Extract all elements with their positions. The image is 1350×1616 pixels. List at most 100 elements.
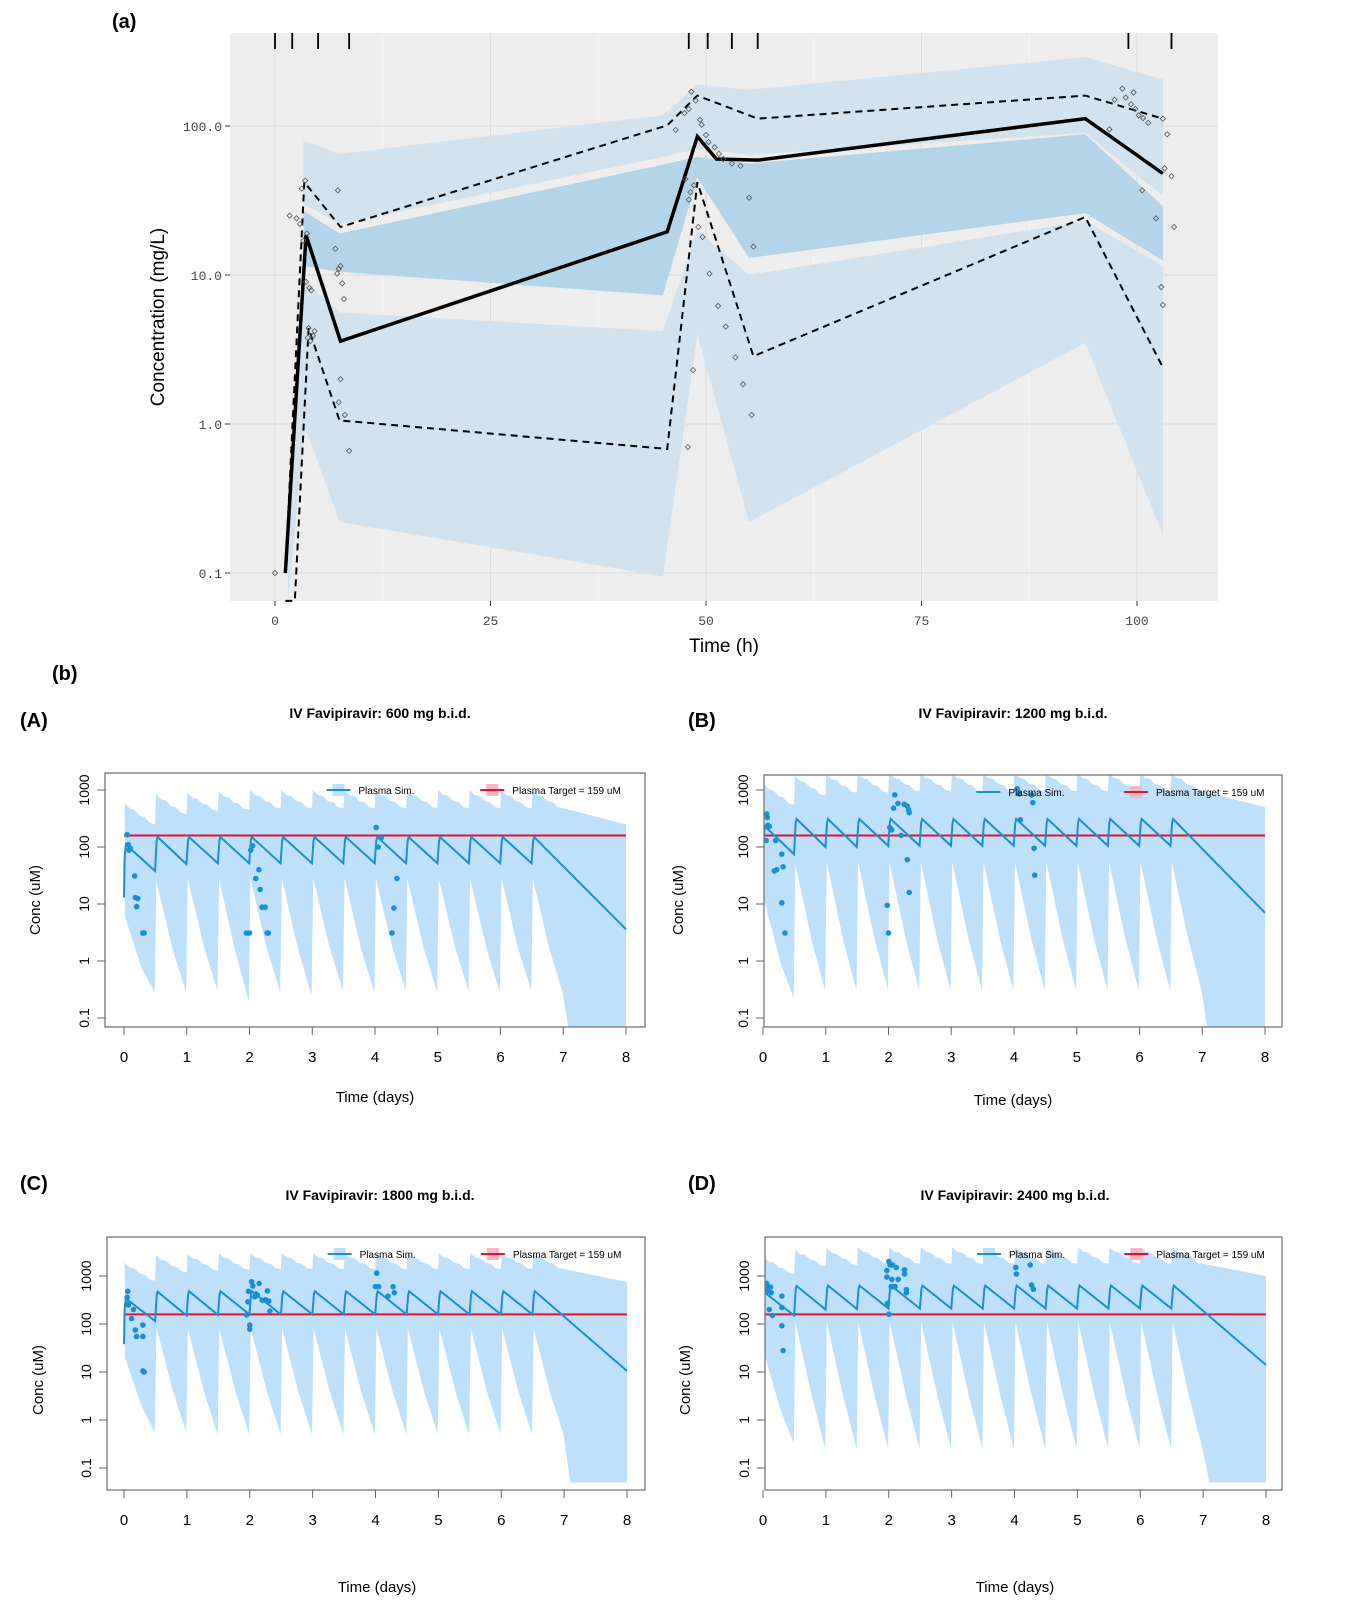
y-tick-label: 1000 [78,1260,94,1291]
x-tick-label: 6 [496,1049,504,1066]
observation-point [891,792,898,798]
observation-point [780,1347,786,1354]
observation-point [884,902,891,909]
panel-label: (A) [20,710,48,732]
observation-point [302,177,309,184]
observation-point [124,1288,131,1295]
observation-point [779,1322,785,1329]
observation-point [695,223,702,231]
observation-point [1013,1271,1020,1277]
x-tick-label: 0 [120,1512,128,1529]
panel-label: (C) [20,1173,48,1195]
y-tick-label: 1 [735,957,751,965]
band-upper-percentile-PI [303,57,1163,224]
y-tick-label: 100 [76,835,92,859]
x-tick-label: 3 [947,1512,955,1529]
observation-point [1119,85,1126,92]
observation-point [706,270,713,277]
observation-point [298,185,305,192]
observation-point [884,1267,890,1274]
chart-A-600mg: (A) IV Favipiravir: 600 mg b.i.d. Plasma S… [20,705,646,1106]
observation-point [890,805,897,811]
y-tick-label: 10 [78,1364,94,1380]
observation-point [779,851,785,857]
observation-point [378,835,385,841]
x-tick-label: 4 [371,1049,379,1066]
observation-point [1030,1286,1037,1293]
chart-title: IV Favipiravir: 1200 mg b.i.d. [918,705,1107,721]
prediction-bands [287,57,1163,600]
chart-C-1800mg: (C) IV Favipiravir: 1800 mg b.i.d. Plasma … [20,1173,646,1596]
observation-point [265,1298,272,1304]
plot-frame [763,774,1283,1028]
observation-point [885,930,892,936]
observation-point [296,220,304,228]
observation-point [1145,119,1152,127]
observation-point [766,1306,773,1313]
observation-point [889,1276,895,1283]
y-axis-label: Conc (uM) [677,1345,694,1415]
observation-point [1127,101,1135,108]
panel-label: (D) [688,1173,716,1195]
observation-point [256,1280,262,1287]
observation-point [243,1312,250,1318]
observation-point [340,295,348,303]
x-tick-label: 50 [698,614,714,629]
x-tick-label: 7 [1199,1512,1207,1529]
observation-point [307,337,314,345]
observation-point [764,814,771,821]
legend-label-target: Plasma Target = 159 uM [512,786,621,797]
observation-point [768,1289,774,1296]
x-tick-label: 5 [1073,1512,1081,1529]
observation-point [1139,114,1147,122]
observation-point [140,1322,146,1328]
observation-point [305,324,312,332]
y-tick-label: 100.0 [183,120,222,135]
observation-point [254,1292,261,1298]
plot-area [765,1247,1267,1483]
observation-point [300,237,307,244]
observation-point [901,1271,908,1277]
y-tick-label: 100 [78,1312,94,1336]
y-tick-label: 0.1 [199,567,223,582]
observation-point [332,245,339,252]
observation-point [264,1288,271,1294]
x-tick-label: 3 [308,1049,316,1066]
chart-title: IV Favipiravir: 1800 mg b.i.d. [285,1187,474,1203]
observation-point [1122,94,1129,101]
observation-point [1152,215,1160,222]
observation-point [373,1270,380,1276]
x-tick-label: 75 [914,614,930,629]
observation-point [892,1283,898,1290]
observation-point [748,411,755,419]
observation-point [685,196,692,203]
observation-point [133,1333,140,1340]
observation-point [904,856,911,863]
observation-point [257,886,263,893]
observation-point [339,280,346,287]
observation-point [745,194,753,201]
x-axis-label: Time (days) [336,1089,415,1106]
dose-rug [274,33,1173,49]
y-axis-label: Conc (uM) [27,865,44,935]
observation-point [127,845,134,852]
observation-point [309,332,317,340]
observation-point [1012,1264,1019,1271]
observation-point [293,215,300,222]
x-axis-label: Time (days) [976,1579,1055,1596]
observation-point [884,1300,891,1307]
legend-label-sim: Plasma Sim. [358,786,414,797]
x-tick-label: 0 [759,1512,767,1529]
x-tick-label: 6 [1135,1049,1143,1066]
observation-point [308,287,315,294]
observation-point [335,265,342,272]
x-tick-label: 8 [1262,1512,1270,1529]
observation-point [256,866,262,873]
observation-point [337,375,344,383]
x-tick-label: 3 [308,1512,316,1529]
observation-point [690,182,698,189]
observation-point [1031,845,1037,852]
observation-point [687,188,694,196]
x-tick-label: 4 [371,1512,379,1529]
observation-point [1159,115,1167,122]
